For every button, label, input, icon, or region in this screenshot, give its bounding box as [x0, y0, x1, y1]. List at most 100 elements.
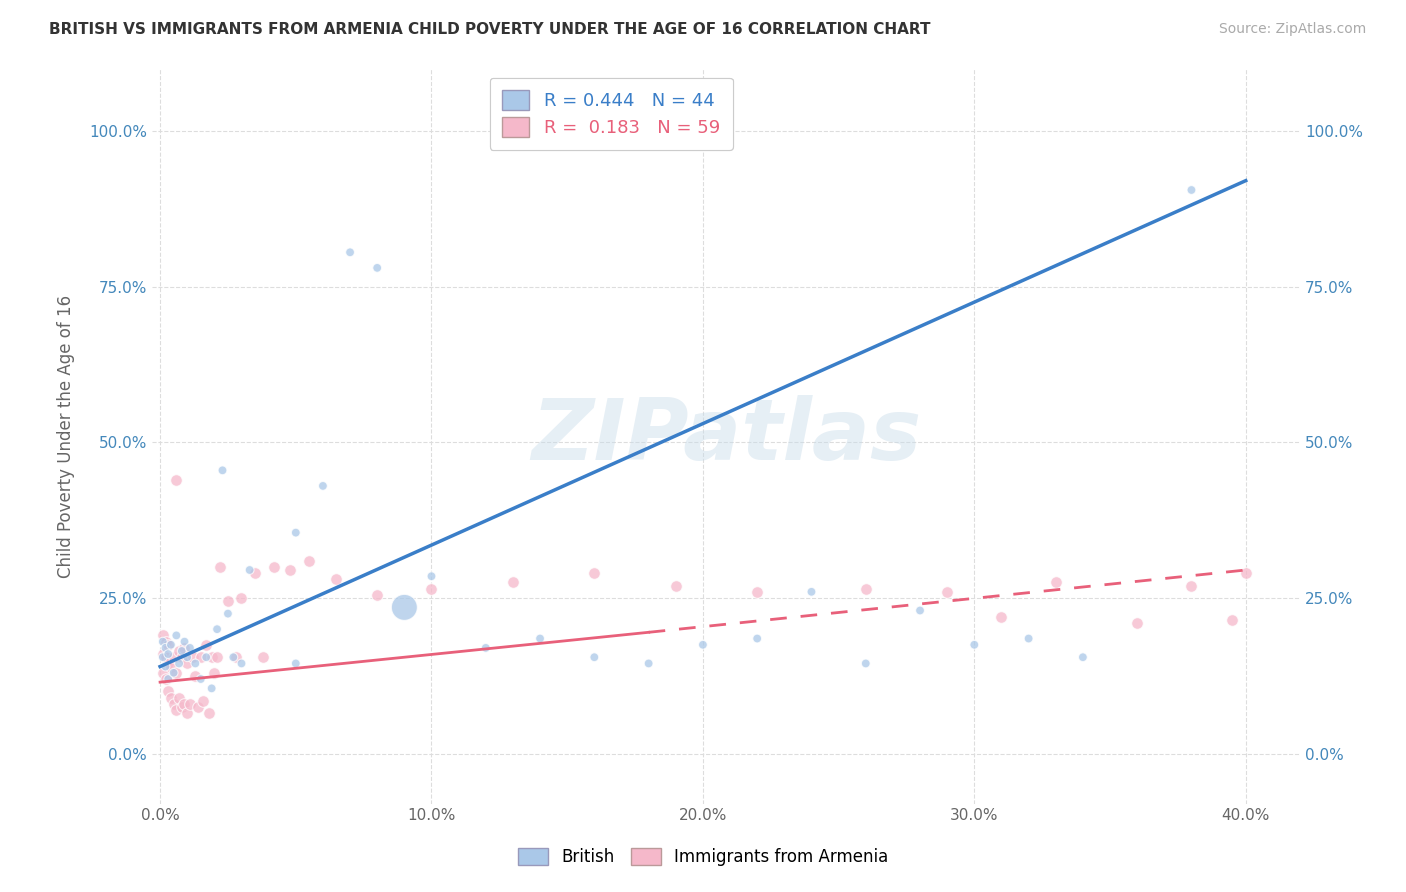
- Point: [1071, 650, 1094, 665]
- Point: [155, 659, 177, 673]
- Point: [184, 657, 207, 671]
- Point: [167, 657, 190, 671]
- Point: [855, 582, 877, 596]
- Point: [800, 584, 823, 599]
- Point: [692, 638, 714, 652]
- Point: [157, 672, 180, 686]
- Point: [176, 657, 198, 671]
- Point: [222, 650, 245, 665]
- Point: [184, 669, 207, 683]
- Point: [583, 650, 606, 665]
- Point: [263, 560, 285, 574]
- Point: [163, 697, 186, 711]
- Point: [1180, 183, 1202, 197]
- Point: [157, 638, 180, 652]
- Point: [170, 650, 193, 665]
- Point: [160, 690, 183, 705]
- Point: [366, 588, 388, 602]
- Point: [502, 575, 524, 590]
- Point: [420, 582, 443, 596]
- Point: [173, 640, 195, 655]
- Point: [205, 622, 228, 636]
- Point: [165, 665, 187, 680]
- Point: [187, 700, 209, 714]
- Point: [217, 594, 239, 608]
- Point: [165, 628, 187, 642]
- Point: [280, 563, 302, 577]
- Point: [179, 697, 201, 711]
- Point: [201, 681, 224, 696]
- Point: [637, 657, 659, 671]
- Point: [167, 644, 190, 658]
- Point: [205, 650, 228, 665]
- Point: [157, 684, 180, 698]
- Point: [284, 657, 307, 671]
- Point: [243, 566, 266, 581]
- Point: [202, 665, 225, 680]
- Point: [1234, 566, 1257, 581]
- Point: [665, 578, 688, 592]
- Point: [908, 603, 931, 617]
- Y-axis label: Child Poverty Under the Age of 16: Child Poverty Under the Age of 16: [58, 294, 75, 578]
- Point: [170, 700, 193, 714]
- Point: [211, 463, 233, 477]
- Point: [217, 607, 239, 621]
- Point: [963, 638, 986, 652]
- Point: [195, 638, 218, 652]
- Point: [190, 650, 212, 665]
- Point: [747, 632, 769, 646]
- Point: [165, 473, 187, 487]
- Point: [225, 650, 247, 665]
- Point: [176, 706, 198, 721]
- Point: [1126, 615, 1149, 630]
- Point: [239, 563, 262, 577]
- Point: [339, 245, 361, 260]
- Point: [312, 479, 335, 493]
- Point: [208, 560, 231, 574]
- Point: [152, 634, 174, 648]
- Point: [160, 638, 183, 652]
- Legend: British, Immigrants from Armenia: British, Immigrants from Armenia: [509, 840, 897, 875]
- Point: [195, 650, 218, 665]
- Point: [155, 634, 177, 648]
- Point: [181, 650, 204, 665]
- Point: [420, 569, 443, 583]
- Point: [193, 694, 215, 708]
- Point: [176, 650, 198, 665]
- Point: [157, 657, 180, 671]
- Point: [167, 690, 190, 705]
- Point: [179, 640, 201, 655]
- Text: BRITISH VS IMMIGRANTS FROM ARMENIA CHILD POVERTY UNDER THE AGE OF 16 CORRELATION: BRITISH VS IMMIGRANTS FROM ARMENIA CHILD…: [49, 22, 931, 37]
- Point: [366, 260, 388, 275]
- Point: [252, 650, 274, 665]
- Point: [155, 672, 177, 686]
- Point: [474, 640, 496, 655]
- Point: [152, 650, 174, 665]
- Point: [394, 600, 416, 615]
- Point: [160, 659, 183, 673]
- Point: [936, 584, 959, 599]
- Point: [170, 644, 193, 658]
- Legend: R = 0.444   N = 44, R =  0.183   N = 59: R = 0.444 N = 44, R = 0.183 N = 59: [489, 78, 733, 150]
- Point: [1220, 613, 1243, 627]
- Point: [855, 657, 877, 671]
- Point: [163, 650, 186, 665]
- Point: [990, 609, 1012, 624]
- Text: Source: ZipAtlas.com: Source: ZipAtlas.com: [1219, 22, 1367, 37]
- Point: [298, 554, 321, 568]
- Point: [1045, 575, 1067, 590]
- Point: [163, 665, 186, 680]
- Point: [152, 647, 174, 661]
- Point: [325, 572, 347, 586]
- Point: [529, 632, 551, 646]
- Point: [155, 640, 177, 655]
- Point: [1018, 632, 1040, 646]
- Point: [173, 697, 195, 711]
- Point: [152, 665, 174, 680]
- Point: [231, 591, 253, 605]
- Point: [747, 584, 769, 599]
- Point: [152, 628, 174, 642]
- Point: [201, 650, 224, 665]
- Point: [190, 672, 212, 686]
- Point: [231, 657, 253, 671]
